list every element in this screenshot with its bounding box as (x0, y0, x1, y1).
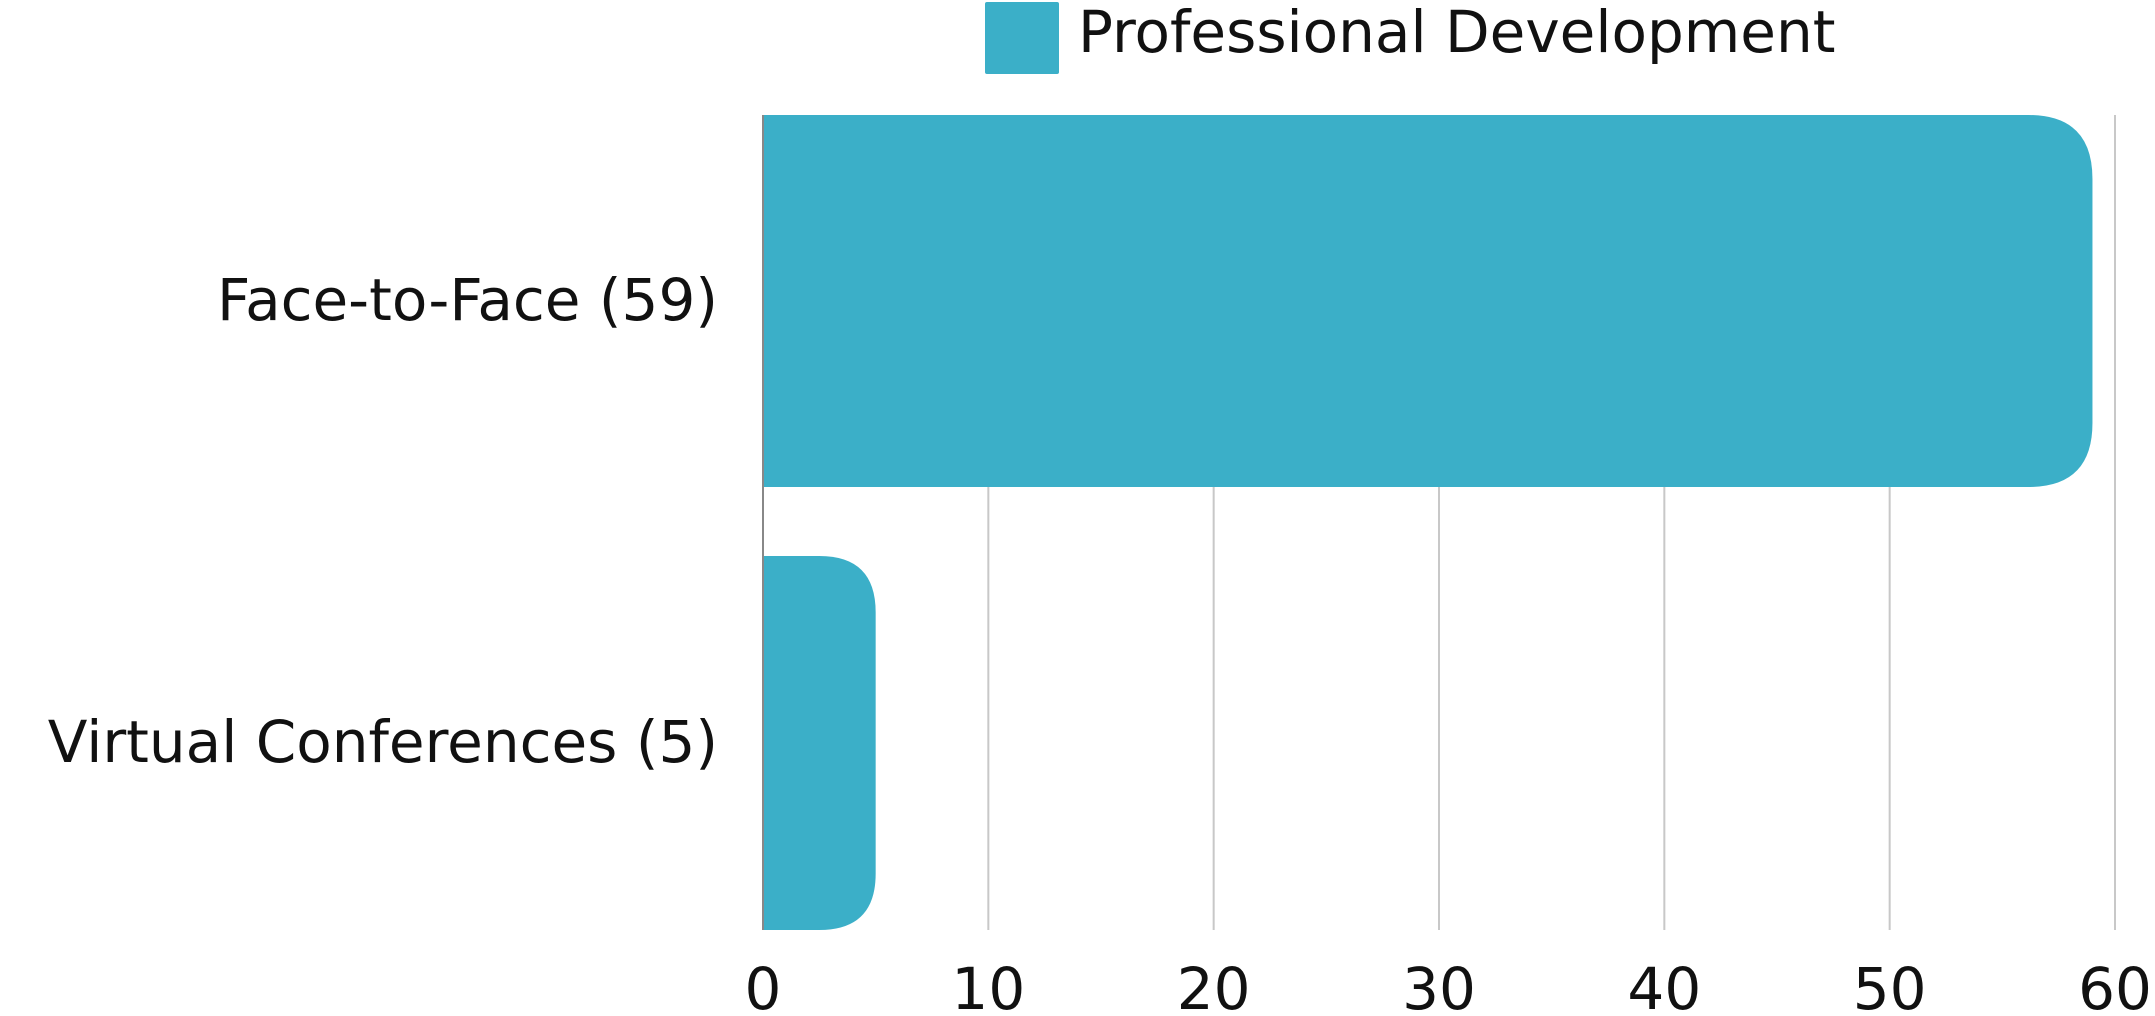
bar-virtual-conferences (763, 556, 876, 930)
bar-face-to-face (763, 115, 2093, 487)
bars (763, 115, 2093, 930)
x-tick-label-10: 10 (951, 955, 1025, 1016)
legend: Professional Development (985, 0, 1835, 74)
category-labels: Face-to-Face (59) Virtual Conferences (5… (48, 266, 718, 776)
x-tick-label-50: 50 (1853, 955, 1927, 1016)
legend-label: Professional Development (1078, 0, 1835, 66)
category-label-virtual-conferences: Virtual Conferences (5) (48, 708, 718, 776)
x-tick-label-40: 40 (1627, 955, 1701, 1016)
x-tick-label-30: 30 (1402, 955, 1476, 1016)
x-tick-label-20: 20 (1177, 955, 1251, 1016)
x-axis-ticks: 0 10 20 30 40 50 60 (745, 955, 2152, 1016)
x-tick-label-60: 60 (2078, 955, 2152, 1016)
category-label-face-to-face: Face-to-Face (59) (217, 266, 718, 334)
legend-swatch (985, 2, 1059, 74)
x-tick-label-0: 0 (745, 955, 782, 1016)
